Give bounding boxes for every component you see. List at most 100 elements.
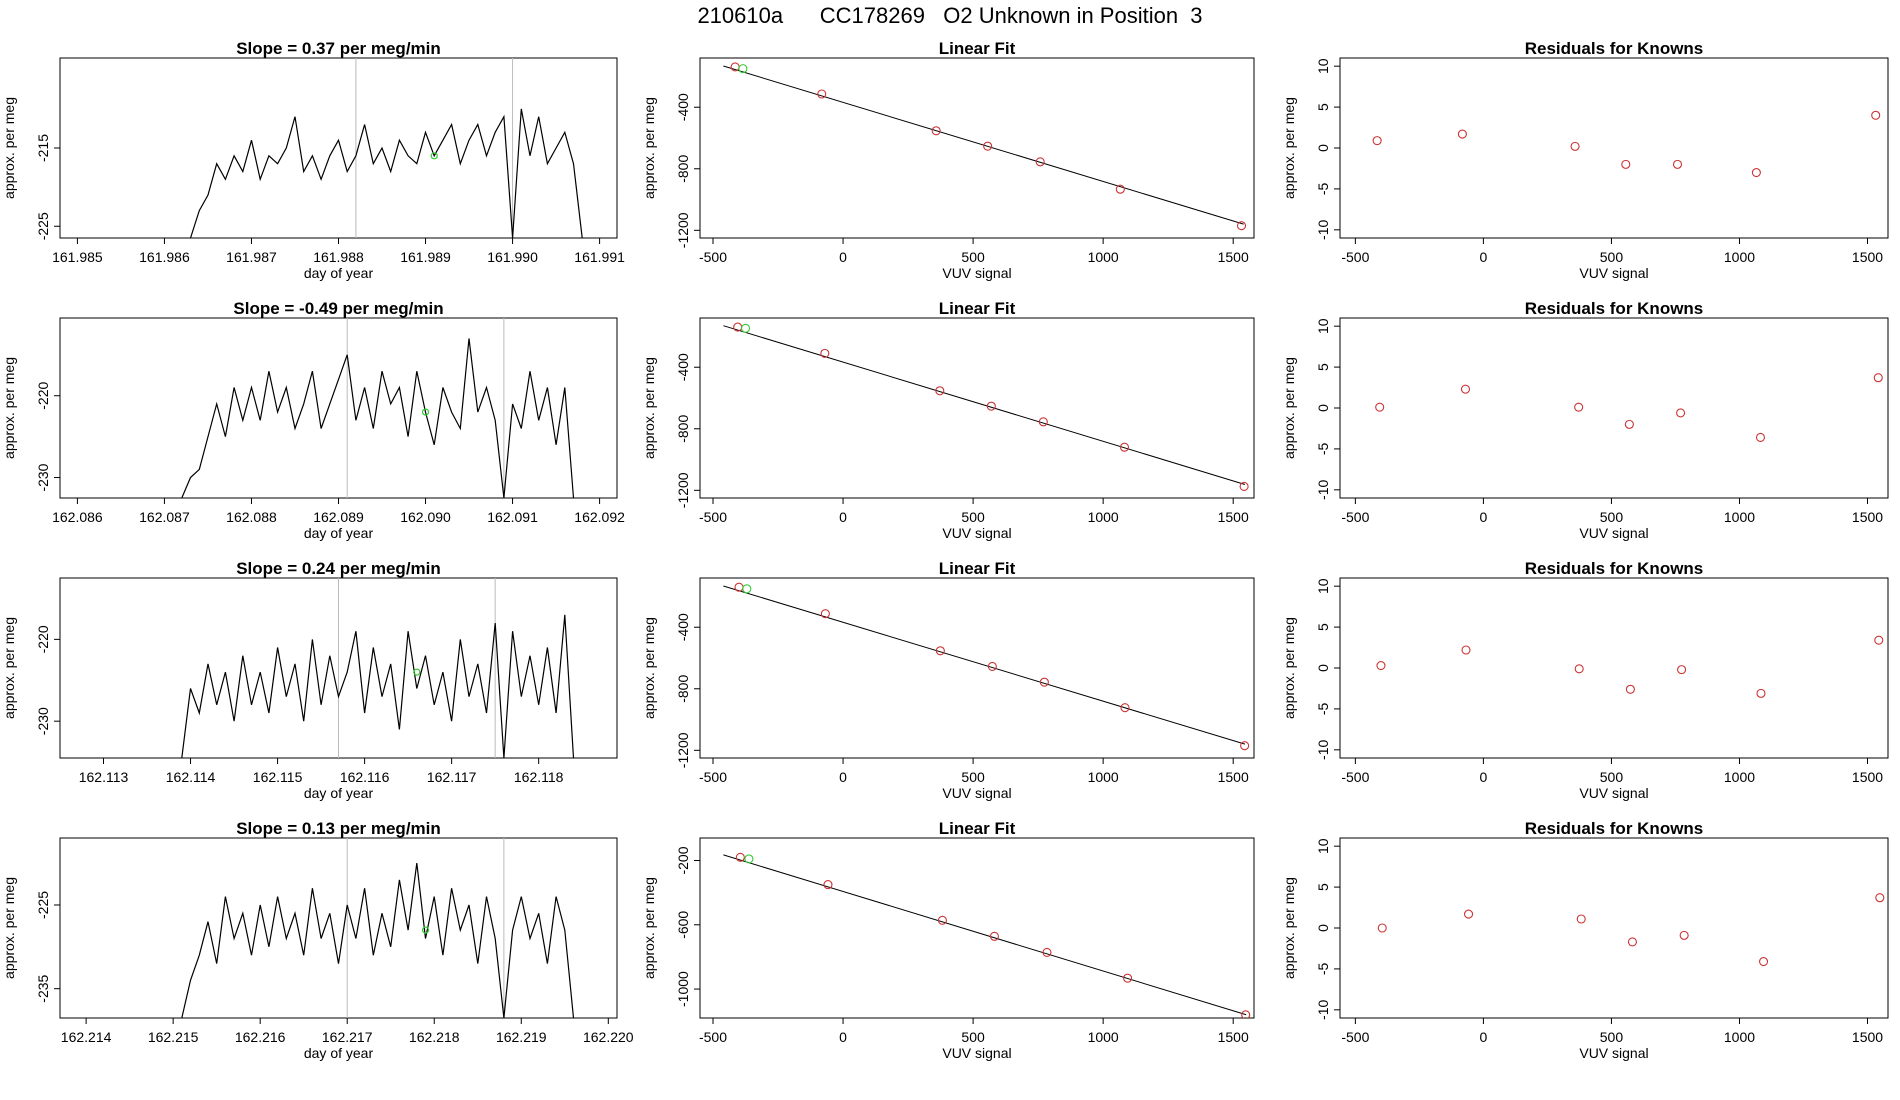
known-point	[820, 348, 830, 358]
x-tick-label: 1000	[1088, 509, 1119, 525]
x-tick-label: 161.985	[52, 249, 103, 265]
known-point	[986, 401, 996, 411]
x-axis-label: VUV signal	[1579, 525, 1648, 541]
plot-frame	[1339, 57, 1889, 239]
known-point	[987, 661, 997, 672]
x-tick-label: 1500	[1218, 509, 1249, 525]
known-point	[1871, 110, 1881, 120]
fit-line	[723, 325, 1246, 485]
x-tick-label: 162.216	[235, 1029, 286, 1045]
y-tick-label: 5	[1315, 363, 1331, 371]
y-axis-label: approx. per meg	[1281, 357, 1297, 459]
x-tick-label: 162.118	[514, 769, 564, 785]
x-tick-label: 162.114	[166, 769, 216, 785]
y-tick-label: -400	[675, 613, 691, 641]
chart-title: Residuals for Knowns	[1525, 819, 1704, 838]
known-point	[1875, 893, 1885, 903]
signal-series-line	[181, 338, 575, 498]
x-tick-label: 1500	[1218, 769, 1249, 785]
known-point	[935, 646, 945, 656]
known-point	[983, 141, 993, 151]
y-tick-label: -5	[1315, 702, 1331, 715]
plot-area	[1375, 373, 1883, 443]
y-tick-label: -1200	[675, 732, 691, 768]
x-axis-label: VUV signal	[942, 265, 1011, 281]
y-tick-label: 10	[1315, 58, 1331, 74]
x-tick-label: -500	[1341, 249, 1369, 265]
x-tick-label: 1500	[1218, 249, 1249, 265]
x-tick-label: 162.220	[583, 1029, 634, 1045]
x-tick-label: 500	[1600, 509, 1624, 525]
x-tick-label: 162.117	[427, 769, 477, 785]
known-point	[1457, 129, 1467, 139]
known-point	[989, 931, 999, 941]
x-tick-label: 162.089	[313, 509, 364, 525]
y-tick-label: -800	[675, 675, 691, 703]
y-tick-label: 10	[1315, 578, 1331, 594]
chart-title: Residuals for Knowns	[1525, 299, 1704, 318]
known-point	[735, 852, 745, 862]
x-tick-label: 0	[839, 1029, 847, 1045]
y-tick-label: -235	[35, 974, 51, 1002]
x-axis-label: VUV signal	[942, 525, 1011, 541]
chart-title: Linear Fit	[939, 299, 1016, 318]
x-tick-label: 1000	[1088, 1029, 1119, 1045]
x-tick-label: 1500	[1852, 249, 1883, 265]
known-point	[820, 609, 830, 619]
chart-title: Linear Fit	[939, 39, 1016, 58]
known-point	[1627, 937, 1637, 947]
page-title: 210610a CC178269 O2 Unknown in Position …	[697, 3, 1203, 28]
known-point	[1120, 703, 1130, 713]
signal-series-line	[189, 108, 583, 238]
y-tick-label: -1000	[675, 971, 691, 1007]
y-tick-label: -230	[35, 707, 51, 735]
x-tick-label: 161.987	[226, 249, 277, 265]
y-tick-label: -5	[1315, 962, 1331, 975]
y-tick-label: 10	[1315, 838, 1331, 854]
x-tick-label: 161.991	[574, 249, 625, 265]
y-tick-label: -230	[35, 463, 51, 491]
known-point	[1676, 408, 1686, 418]
x-tick-label: 161.990	[487, 249, 538, 265]
x-tick-label: 0	[1480, 1029, 1488, 1045]
x-tick-label: 1000	[1724, 249, 1755, 265]
y-tick-label: -1200	[675, 212, 691, 248]
known-point	[817, 89, 827, 99]
y-axis-label: approx. per meg	[1, 357, 17, 459]
known-point	[1461, 645, 1471, 655]
y-tick-label: 0	[1315, 404, 1331, 412]
x-tick-label: 1500	[1852, 1029, 1883, 1045]
plot-area	[1377, 893, 1885, 967]
x-tick-label: 162.115	[253, 769, 303, 785]
x-tick-label: 1500	[1852, 509, 1883, 525]
x-tick-label: 1000	[1724, 1029, 1755, 1045]
y-axis-label: approx. per meg	[1, 97, 17, 199]
unknown-point	[430, 152, 438, 160]
unknown-point	[738, 64, 748, 74]
chart-title: Slope = 0.37 per meg/min	[236, 39, 441, 58]
known-point	[1241, 1010, 1251, 1018]
x-tick-label: -500	[1341, 769, 1369, 785]
unknown-point	[421, 408, 430, 416]
x-axis-label: VUV signal	[1579, 785, 1648, 801]
y-tick-label: -800	[675, 155, 691, 183]
x-tick-label: 162.087	[139, 509, 190, 525]
x-tick-label: 500	[961, 1029, 985, 1045]
x-tick-label: 1000	[1724, 509, 1755, 525]
plot-frame	[699, 837, 1255, 1019]
y-axis-label: approx. per meg	[641, 97, 657, 199]
known-point	[1460, 384, 1471, 394]
plot-frame	[699, 317, 1255, 499]
known-point	[937, 915, 947, 925]
x-tick-label: 162.218	[409, 1029, 460, 1045]
signal-series-line	[181, 863, 575, 1018]
x-tick-label: 1000	[1088, 249, 1119, 265]
known-point	[1038, 417, 1048, 427]
x-tick-label: 0	[1480, 509, 1488, 525]
x-axis-label: VUV signal	[1579, 1045, 1648, 1061]
plot-frame	[699, 57, 1255, 239]
plot-frame	[1339, 837, 1889, 1019]
known-point	[1624, 419, 1634, 429]
plot-area	[723, 582, 1250, 751]
